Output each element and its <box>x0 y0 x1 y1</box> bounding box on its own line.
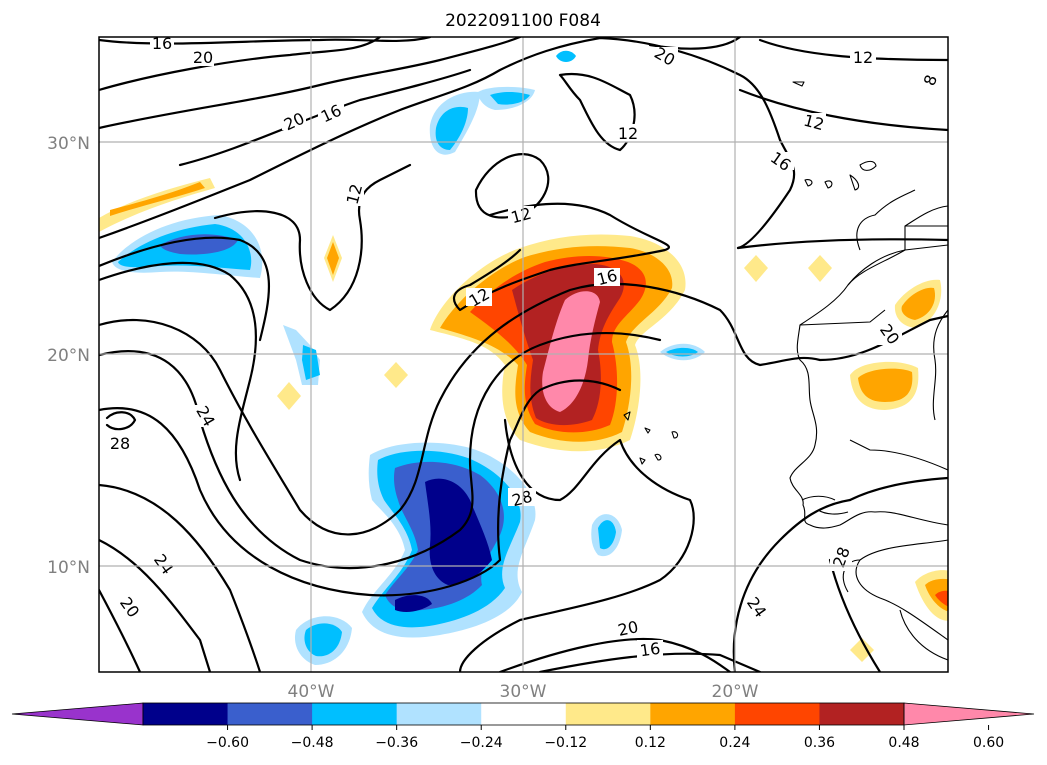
colorbar-tick-label: −0.12 <box>544 735 587 751</box>
colorbar-box <box>227 703 313 725</box>
colorbar-tick-label: −0.60 <box>206 735 249 751</box>
svg-text:12: 12 <box>343 182 367 207</box>
svg-text:16: 16 <box>595 266 620 290</box>
contour-label: 16 <box>637 639 663 661</box>
contour-label: 20 <box>116 593 143 621</box>
colorbar-box <box>734 703 820 725</box>
plot-frame <box>98 36 949 673</box>
contour-label: 24 <box>150 550 177 578</box>
coastlines <box>623 81 948 661</box>
colorbar-tick-label: 0.48 <box>888 735 919 751</box>
colorbar-box <box>396 703 482 725</box>
contour-label: 20 <box>190 48 214 67</box>
colorbar-box <box>481 703 567 725</box>
contour-label: 20 <box>615 617 641 640</box>
contour-label: 12 <box>615 124 641 143</box>
svg-text:16: 16 <box>767 148 795 175</box>
anomaly-fill <box>99 50 948 665</box>
colorbar-tick-label: 0.60 <box>973 735 1004 751</box>
plot-area: 16 20 20 16 12 20 12 12 12 16 20 16 12 2… <box>99 34 948 672</box>
contour-label: 24 <box>743 593 770 621</box>
contour-label: 12 <box>800 111 827 135</box>
contour-label: 28 <box>106 433 134 453</box>
svg-text:12: 12 <box>618 124 638 143</box>
contour-label: 16 <box>150 34 174 53</box>
contour-label: 16 <box>767 148 795 175</box>
colorbar-box <box>819 703 905 725</box>
colorbar-extend-high <box>903 702 1035 726</box>
svg-text:12: 12 <box>802 111 827 135</box>
colorbar-box <box>650 703 736 725</box>
colorbar-tick-label: 0.12 <box>635 735 666 751</box>
contour-label: 12 <box>850 48 876 67</box>
contour-label: 28 <box>508 487 536 511</box>
contour-label: 12 <box>508 204 534 228</box>
contour-label: 16 <box>594 266 620 290</box>
svg-text:16: 16 <box>639 639 662 661</box>
contour-label: 20 <box>281 109 307 135</box>
svg-text:12: 12 <box>853 48 873 67</box>
lon-label-40w: 40°W <box>288 682 335 702</box>
svg-text:28: 28 <box>110 434 130 453</box>
colorbar-extend-low <box>11 702 144 726</box>
lon-label-30w: 30°W <box>500 682 547 702</box>
contour-lines <box>99 37 948 672</box>
colorbar-tick-label: −0.48 <box>291 735 334 751</box>
colorbar-tick-label: 0.36 <box>804 735 835 751</box>
contour-label: 28 <box>829 544 854 571</box>
svg-text:12: 12 <box>509 204 534 228</box>
contour-label: 8 <box>918 70 942 92</box>
map-title: 2022091100 F084 <box>445 11 601 31</box>
colorbar-box <box>143 703 229 725</box>
svg-text:20: 20 <box>616 617 640 640</box>
gridlines <box>99 37 948 672</box>
contour-label: 16 <box>318 101 344 127</box>
colorbar: −0.60 −0.48 −0.36 −0.24 −0.12 0.12 0.24 0.36 0.4… <box>11 702 1035 751</box>
lat-label-30n: 30°N <box>47 134 90 154</box>
lon-label-20w: 20°W <box>712 682 759 702</box>
contour-label: 24 <box>192 403 219 430</box>
contour-label: 20 <box>876 320 903 348</box>
colorbar-tick-label: 0.24 <box>719 735 750 751</box>
contour-label: 12 <box>342 182 367 207</box>
lat-label-20n: 20°N <box>47 346 90 366</box>
lat-label-10n: 10°N <box>47 558 90 578</box>
svg-text:20: 20 <box>193 48 213 67</box>
svg-text:16: 16 <box>152 34 172 53</box>
colorbar-box <box>565 703 651 725</box>
colorbar-box <box>312 703 398 725</box>
contour-label: 20 <box>651 43 678 70</box>
colorbar-tick-label: −0.24 <box>460 735 503 751</box>
svg-text:28: 28 <box>510 487 535 511</box>
colorbar-tick-label: −0.36 <box>375 735 418 751</box>
contour-label: 12 <box>466 284 493 311</box>
